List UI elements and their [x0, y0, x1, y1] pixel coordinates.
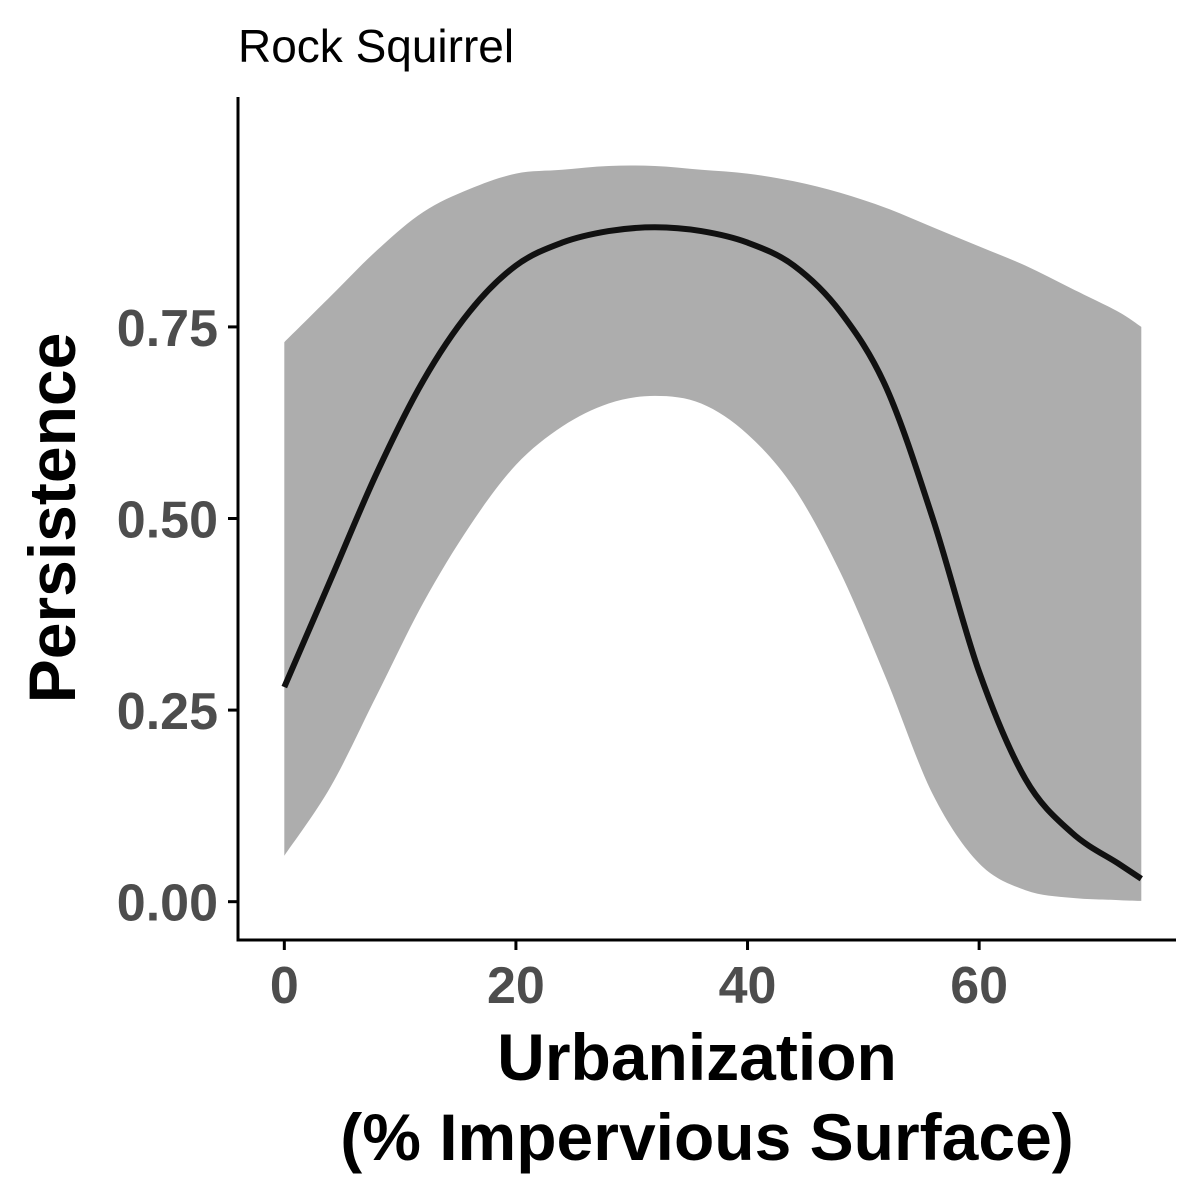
confidence-ribbon — [284, 165, 1142, 901]
persistence-line — [281, 224, 1143, 882]
x-axis-title-line-1: Urbanization — [497, 1020, 897, 1094]
x-tick-label: 60 — [950, 957, 1008, 1015]
y-tick-label: 0.75 — [117, 300, 218, 358]
y-tick-label: 0.50 — [117, 492, 218, 550]
y-axis-ticks: 0.00 0.25 0.50 0.75 — [117, 300, 238, 933]
x-tick-label: 20 — [487, 957, 545, 1015]
y-tick-label: 0.25 — [117, 683, 218, 741]
x-tick-label: 0 — [270, 957, 299, 1015]
x-tick-label: 40 — [719, 957, 777, 1015]
chart-title: Rock Squirrel — [238, 20, 514, 72]
y-tick-label: 0.00 — [117, 875, 218, 933]
y-axis-title: Persistence — [15, 333, 89, 704]
x-axis-title-line-2: (% Impervious Surface) — [340, 1100, 1074, 1174]
x-axis-ticks: 0 20 40 60 — [270, 940, 1008, 1015]
plot-area — [281, 165, 1143, 901]
